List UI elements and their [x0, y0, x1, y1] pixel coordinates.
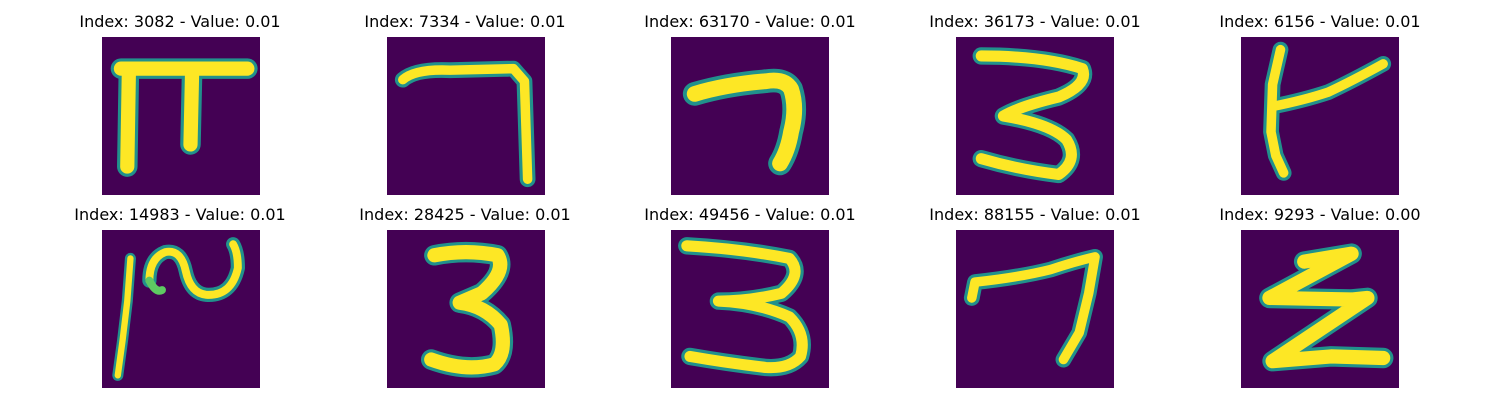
image-panel: Index: 28425 - Value: 0.01 [315, 205, 615, 395]
image-panel: Index: 36173 - Value: 0.01 [885, 12, 1185, 202]
image-panel: Index: 6156 - Value: 0.01 [1170, 12, 1470, 202]
image-panel: Index: 14983 - Value: 0.01 [30, 205, 330, 395]
panel-title: Index: 3082 - Value: 0.01 [79, 12, 281, 31]
image-panel: Index: 9293 - Value: 0.00 [1170, 205, 1470, 395]
panel-title: Index: 6156 - Value: 0.01 [1219, 12, 1421, 31]
panel-title: Index: 14983 - Value: 0.01 [74, 205, 286, 224]
panel-title: Index: 88155 - Value: 0.01 [929, 205, 1141, 224]
three-digit-image [956, 37, 1114, 195]
image-panel: Index: 3082 - Value: 0.01 [30, 12, 330, 202]
pi-digit-image [102, 37, 260, 195]
three-digit-image [387, 230, 545, 388]
panel-title: Index: 9293 - Value: 0.00 [1219, 205, 1421, 224]
seven-digit-image [387, 37, 545, 195]
three-digit-image [671, 230, 829, 388]
panel-title: Index: 36173 - Value: 0.01 [929, 12, 1141, 31]
seven-digit-image [956, 230, 1114, 388]
scribble-digit-image [102, 230, 260, 388]
image-panel: Index: 49456 - Value: 0.01 [600, 205, 900, 395]
image-panel: Index: 88155 - Value: 0.01 [885, 205, 1185, 395]
panel-title: Index: 63170 - Value: 0.01 [644, 12, 856, 31]
panel-title: Index: 49456 - Value: 0.01 [644, 205, 856, 224]
z-digit-image [1241, 230, 1399, 388]
image-panel: Index: 7334 - Value: 0.01 [315, 12, 615, 202]
panel-title: Index: 28425 - Value: 0.01 [359, 205, 571, 224]
image-panel: Index: 63170 - Value: 0.01 [600, 12, 900, 202]
seven-digit-image [671, 37, 829, 195]
panel-title: Index: 7334 - Value: 0.01 [364, 12, 566, 31]
k-digit-image [1241, 37, 1399, 195]
